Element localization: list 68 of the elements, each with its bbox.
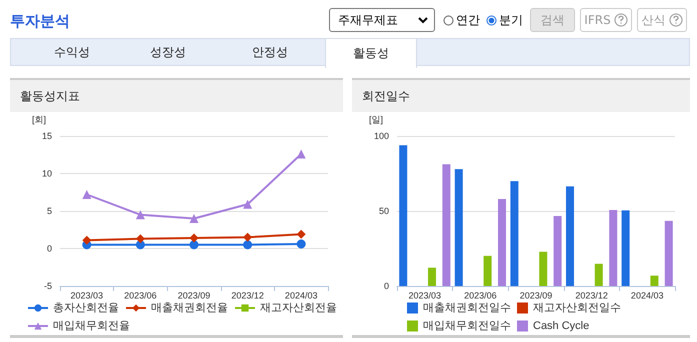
y-tick-label: 100 [374,131,389,141]
bar [664,220,673,286]
legend-label: Cash Cycle [533,320,590,332]
text: 수익성 [53,44,91,60]
bar [498,199,506,286]
bar [428,268,436,286]
legend-label: 총자산회전율 [53,302,119,314]
x-tick-label: 2023/06 [124,290,157,300]
text: 투자분석 [10,12,70,31]
bar [594,264,603,286]
text: 검색 [530,8,575,32]
y-tick-label: 50 [378,206,389,216]
legend-label: 매출채권회전일수 [423,302,511,314]
point [136,234,145,244]
y-axis-title: [회] [32,114,46,124]
y-tick-label: 0 [46,244,52,254]
point [296,240,306,248]
text: 주재무제표 [329,8,435,32]
x-tick-label: 2024/03 [284,290,318,300]
bar [442,164,450,286]
text: 성장성 [149,44,187,60]
point [243,240,252,250]
text: 활동성 [325,38,417,68]
point [82,190,92,199]
point [243,232,252,242]
x-tick-label: 2023/09 [520,290,552,300]
text: 안정성 [251,44,289,60]
y-tick-label: 0 [384,281,389,291]
bar [484,256,492,286]
bar [609,210,618,286]
point [243,200,252,209]
x-tick-label: 2023/03 [408,290,442,300]
legend-label: 매입채무회전일수 [423,320,511,332]
legend-label: 매입채무회전율 [53,320,130,332]
x-tick-label: 2023/12 [231,290,264,300]
text: 연간 [455,12,480,29]
bar [566,186,574,286]
text: IFRS [580,8,632,32]
point [190,240,198,250]
y-tick-label: 5 [46,206,52,216]
x-tick-label: 2023/06 [464,290,497,300]
chart-title: 회전일수 [352,80,690,112]
bar [650,276,658,286]
point [82,236,92,245]
point [190,234,198,242]
bar [622,210,630,286]
legend-label: 재고자산회전율 [260,302,337,314]
point [136,210,145,220]
y-tick-label: -5 [44,281,52,291]
legend-label: 재고자산회전일수 [533,302,621,314]
bar [510,181,518,286]
y-tick-label: 10 [42,168,52,178]
bar [454,169,463,286]
point [296,230,306,239]
point [190,214,198,223]
bar [399,145,408,286]
x-tick-label: 2023/03 [70,290,104,300]
y-tick-label: 15 [42,131,52,141]
text: 산식 [637,8,687,32]
x-tick-label: 2023/09 [178,290,210,300]
text: 분기 [498,12,523,29]
bar [539,252,548,286]
x-tick-label: 2023/12 [575,290,608,300]
y-axis-title: [일] [368,114,383,124]
legend-label: 매출채권회전율 [151,302,228,314]
x-tick-label: 2024/03 [630,290,664,300]
chart-title: 활동성지표 [10,80,343,112]
bar [554,216,562,286]
